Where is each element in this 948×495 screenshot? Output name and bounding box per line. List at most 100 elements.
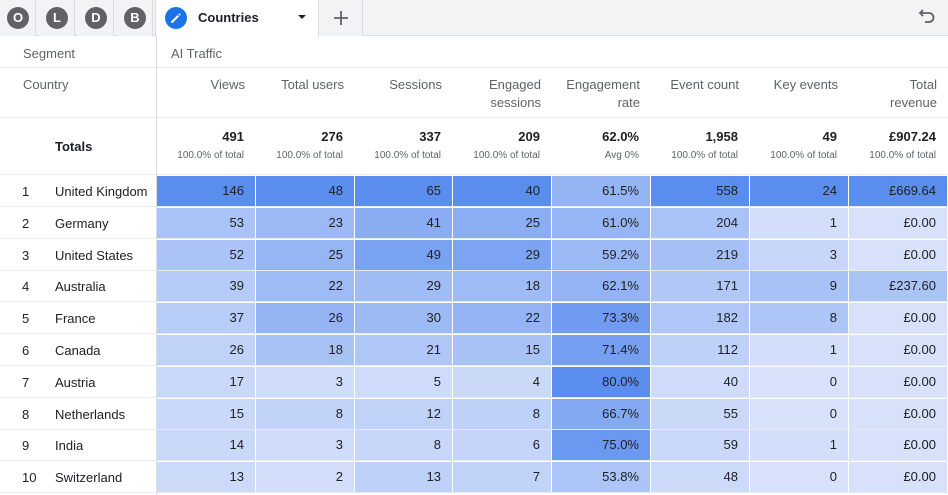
cell-engagement-rate: 61.5% bbox=[552, 176, 650, 206]
column-header-key-events[interactable]: Key events bbox=[750, 76, 838, 94]
cell-total-revenue: £0.00 bbox=[849, 462, 947, 492]
cell-total-users: 2 bbox=[256, 462, 354, 492]
total-key-events: 49 bbox=[822, 129, 837, 144]
cell-views: 146 bbox=[157, 176, 255, 206]
cell-views: 39 bbox=[157, 271, 255, 301]
total-views: 491 bbox=[222, 129, 244, 144]
row-country[interactable]: United States bbox=[55, 248, 134, 263]
table-row[interactable]: 4 Australia 39 22 29 18 62.1% 171 9 £237.60 bbox=[0, 270, 948, 302]
column-header-views-line1: Views bbox=[210, 77, 245, 92]
cell-key-events: 24 bbox=[750, 176, 848, 206]
cell-total-users: 3 bbox=[256, 367, 354, 397]
total-total-revenue-subtext: 100.0% of total bbox=[869, 150, 936, 161]
table-row[interactable]: 5 France 37 26 30 22 73.3% 182 8 £0.00 bbox=[0, 302, 948, 334]
table-row[interactable]: 1 United Kingdom 146 48 65 40 61.5% 558 24 £669.6… bbox=[0, 175, 948, 207]
cell-engagement-rate: 53.8% bbox=[552, 462, 650, 492]
cell-total-revenue: £0.00 bbox=[849, 335, 947, 365]
column-header-views[interactable]: Views bbox=[157, 76, 245, 94]
total-views-subtext: 100.0% of total bbox=[177, 150, 244, 161]
total-sessions: 337 bbox=[419, 129, 441, 144]
row-rank: 9 bbox=[22, 438, 30, 453]
column-header-total-revenue[interactable]: Total revenue bbox=[849, 76, 937, 112]
cell-event-count: 171 bbox=[651, 271, 749, 301]
cell-views: 37 bbox=[157, 303, 255, 333]
row-rank: 7 bbox=[22, 375, 30, 390]
row-country[interactable]: Switzerland bbox=[55, 470, 123, 485]
tab-d[interactable]: D bbox=[78, 0, 114, 36]
cell-total-users: 18 bbox=[256, 335, 354, 365]
column-header-sessions[interactable]: Sessions bbox=[355, 76, 442, 94]
totals-label: Totals bbox=[55, 139, 93, 154]
row-country[interactable]: Canada bbox=[55, 343, 101, 358]
column-header-key-events-line1: Key events bbox=[773, 77, 838, 92]
column-divider bbox=[156, 36, 157, 495]
segment-value[interactable]: AI Traffic bbox=[171, 46, 223, 61]
cell-engaged-sessions: 25 bbox=[453, 208, 551, 238]
cell-sessions: 8 bbox=[355, 430, 452, 460]
tab-l[interactable]: L bbox=[39, 0, 75, 36]
column-header-total-revenue-line1: Total bbox=[909, 77, 937, 92]
row-country[interactable]: Germany bbox=[55, 216, 109, 231]
cell-key-events: 8 bbox=[750, 303, 848, 333]
cell-views: 26 bbox=[157, 335, 255, 365]
cell-engagement-rate: 59.2% bbox=[552, 240, 650, 270]
cell-total-revenue: £237.60 bbox=[849, 271, 947, 301]
row-country[interactable]: India bbox=[55, 438, 84, 453]
segment-label: Segment bbox=[23, 46, 76, 61]
row-country[interactable]: United Kingdom bbox=[55, 184, 148, 199]
table-row[interactable]: 6 Canada 26 18 21 15 71.4% 112 1 £0.00 bbox=[0, 334, 948, 366]
cell-total-revenue: £0.00 bbox=[849, 208, 947, 238]
row-rank: 5 bbox=[22, 311, 30, 326]
tab-o[interactable]: O bbox=[0, 0, 36, 36]
cell-engagement-rate: 73.3% bbox=[552, 303, 650, 333]
cell-engagement-rate: 75.0% bbox=[552, 430, 650, 460]
row-rank: 6 bbox=[22, 343, 30, 358]
tab-b[interactable]: B bbox=[117, 0, 153, 36]
row-country[interactable]: Australia bbox=[55, 279, 106, 294]
row-country[interactable]: Netherlands bbox=[55, 407, 126, 422]
tab-bar: O L D B Countries bbox=[0, 0, 948, 37]
row-rank: 10 bbox=[22, 470, 37, 485]
total-total-users: 276 bbox=[321, 129, 343, 144]
column-header-total-users[interactable]: Total users bbox=[256, 76, 344, 94]
cell-total-users: 23 bbox=[256, 208, 354, 238]
total-engaged-sessions: 209 bbox=[518, 129, 540, 144]
row-country[interactable]: France bbox=[55, 311, 96, 326]
table-row[interactable]: 8 Netherlands 15 8 12 8 66.7% 55 0 £0.00 bbox=[0, 398, 948, 430]
undo-icon[interactable] bbox=[917, 6, 937, 31]
table-row[interactable]: 10 Switzerland 13 2 13 7 53.8% 48 0 £0.00 bbox=[0, 461, 948, 493]
cell-total-users: 3 bbox=[256, 430, 354, 460]
column-header-engaged-sessions[interactable]: Engaged sessions bbox=[453, 76, 541, 112]
cell-views: 53 bbox=[157, 208, 255, 238]
total-engagement-rate: 62.0% bbox=[602, 129, 639, 144]
pencil-icon[interactable] bbox=[165, 7, 187, 29]
column-header-event-count-line1: Event count bbox=[670, 77, 739, 92]
total-engagement-rate-subtext: Avg 0% bbox=[604, 150, 639, 161]
dimension-header[interactable]: Country bbox=[23, 77, 69, 92]
cell-key-events: 3 bbox=[750, 240, 848, 270]
row-rank: 2 bbox=[22, 216, 30, 231]
cell-total-revenue: £669.64 bbox=[849, 176, 947, 206]
cell-key-events: 0 bbox=[750, 399, 848, 429]
cell-event-count: 40 bbox=[651, 367, 749, 397]
column-header-engagement-rate[interactable]: Engagement rate bbox=[552, 76, 640, 112]
column-header-event-count[interactable]: Event count bbox=[651, 76, 739, 94]
column-header-sessions-line1: Sessions bbox=[389, 77, 442, 92]
cell-engagement-rate: 61.0% bbox=[552, 208, 650, 238]
cell-total-users: 25 bbox=[256, 240, 354, 270]
cell-engaged-sessions: 18 bbox=[453, 271, 551, 301]
table-row[interactable]: 7 Austria 17 3 5 4 80.0% 40 0 £0.00 bbox=[0, 366, 948, 398]
cell-key-events: 9 bbox=[750, 271, 848, 301]
row-country[interactable]: Austria bbox=[55, 375, 96, 390]
total-sessions-subtext: 100.0% of total bbox=[374, 150, 441, 161]
totals-row: Totals bbox=[0, 118, 948, 175]
cell-engaged-sessions: 7 bbox=[453, 462, 551, 492]
table-row[interactable]: 3 United States 52 25 49 29 59.2% 219 3 £0.00 bbox=[0, 239, 948, 271]
cell-sessions: 65 bbox=[355, 176, 452, 206]
tab-countries[interactable]: Countries bbox=[155, 0, 319, 37]
table-row[interactable]: 9 India 14 3 8 6 75.0% 59 1 £0.00 bbox=[0, 429, 948, 461]
table-row[interactable]: 2 Germany 53 23 41 25 61.0% 204 1 £0.00 bbox=[0, 207, 948, 239]
chevron-down-icon[interactable] bbox=[296, 10, 308, 28]
add-tab-button[interactable] bbox=[319, 0, 363, 36]
cell-engagement-rate: 80.0% bbox=[552, 367, 650, 397]
